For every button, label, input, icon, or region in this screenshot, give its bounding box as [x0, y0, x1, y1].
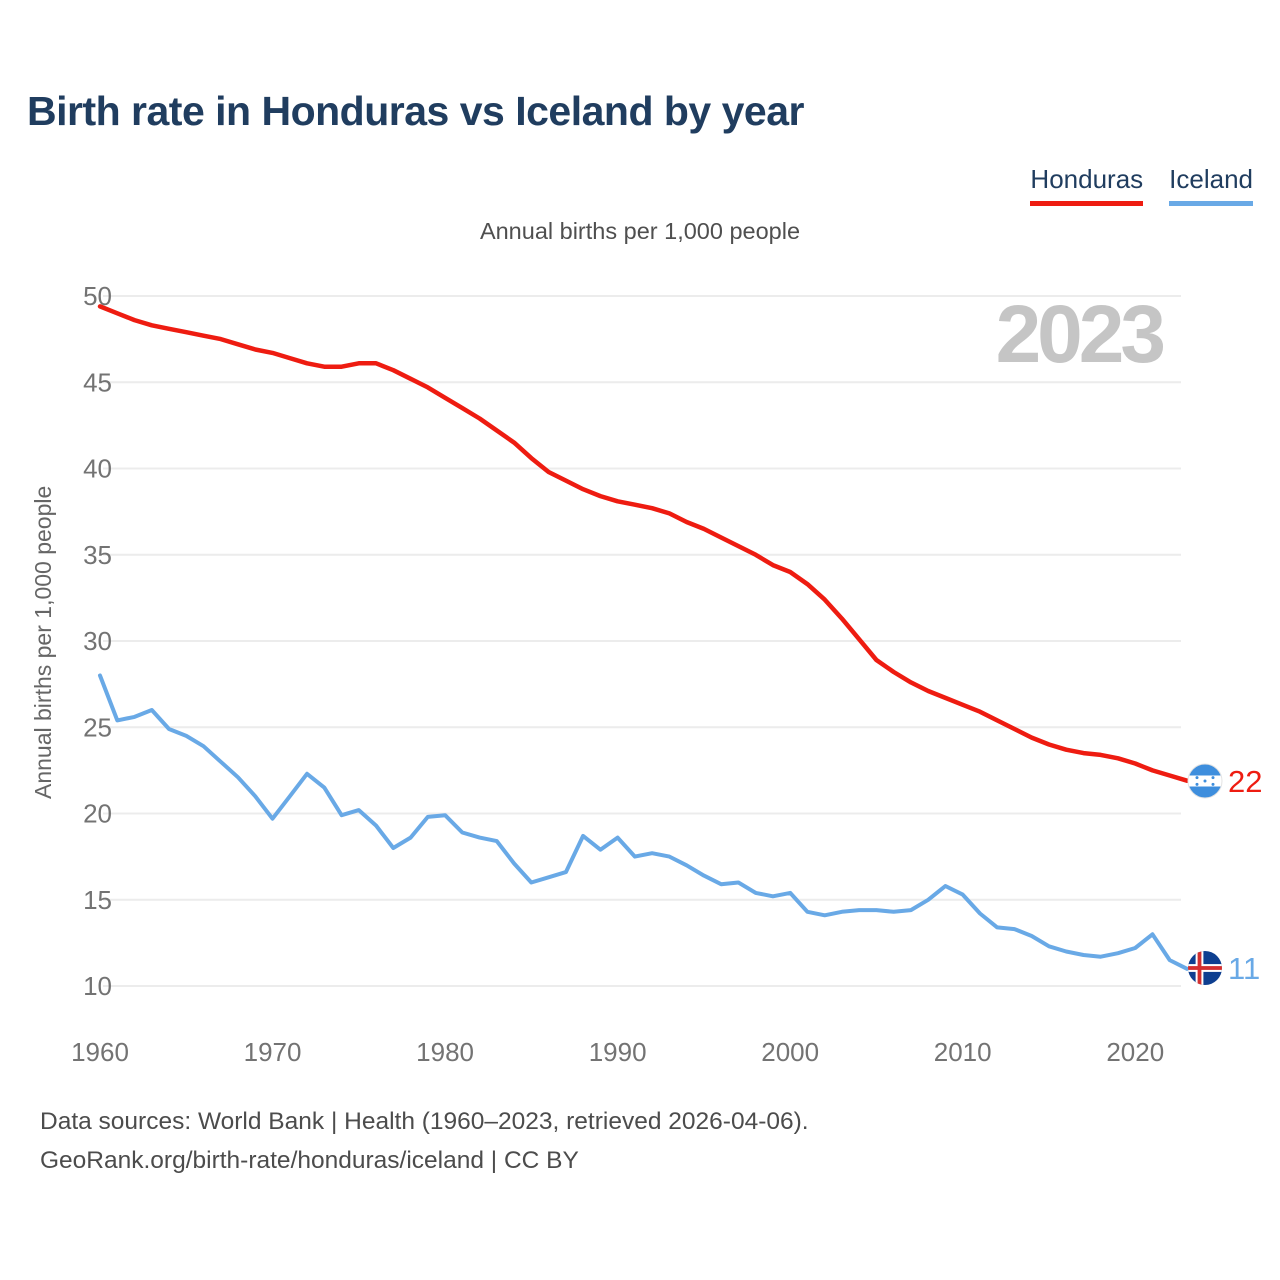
y-tick-label: 50: [83, 281, 112, 311]
source-line: Data sources: World Bank | Health (1960–…: [40, 1108, 809, 1135]
gridlines-group: 50 45 40 35 30 25 20 15 10 1960 1970 1980 1990 2000 20…: [71, 281, 1181, 1067]
x-tick-label: 2020: [1106, 1037, 1164, 1067]
y-tick-label: 10: [83, 971, 112, 1001]
iceland-line: [98, 673, 1189, 971]
watermark-year: 2023: [996, 289, 1164, 380]
source-attribution: Data sources: World Bank | Health (1960–…: [40, 1102, 809, 1180]
x-tick-label: 1990: [589, 1037, 647, 1067]
x-tick-label: 2010: [934, 1037, 992, 1067]
legend-item-honduras[interactable]: Honduras: [1030, 164, 1144, 206]
iceland-flag-icon: [1188, 951, 1222, 985]
legend: Honduras Iceland: [1030, 164, 1253, 206]
x-tick-label: 1960: [71, 1037, 129, 1067]
x-tick-label: 2000: [761, 1037, 819, 1067]
y-tick-label: 40: [83, 454, 112, 484]
page-title: Birth rate in Honduras vs Iceland by yea…: [27, 88, 804, 134]
y-tick-label: 25: [83, 712, 112, 742]
honduras-flag-icon: [1187, 763, 1223, 799]
series-group: [97, 304, 1190, 971]
end-label-iceland: 11: [1228, 951, 1260, 986]
y-tick-label: 35: [83, 540, 112, 570]
end-label-honduras: 22: [1228, 764, 1262, 799]
x-tick-label: 1980: [416, 1037, 474, 1067]
y-tick-label: 45: [83, 367, 112, 397]
x-tick-label: 1970: [244, 1037, 302, 1067]
honduras-line: [97, 304, 1190, 783]
chart-subtitle: Annual births per 1,000 people: [479, 218, 801, 244]
y-tick-label: 20: [83, 799, 112, 829]
y-tick-label: 30: [83, 626, 112, 656]
y-tick-label: 15: [83, 885, 112, 915]
url-line: GeoRank.org/birth-rate/honduras/iceland …: [40, 1147, 579, 1174]
legend-item-iceland[interactable]: Iceland: [1169, 164, 1253, 206]
